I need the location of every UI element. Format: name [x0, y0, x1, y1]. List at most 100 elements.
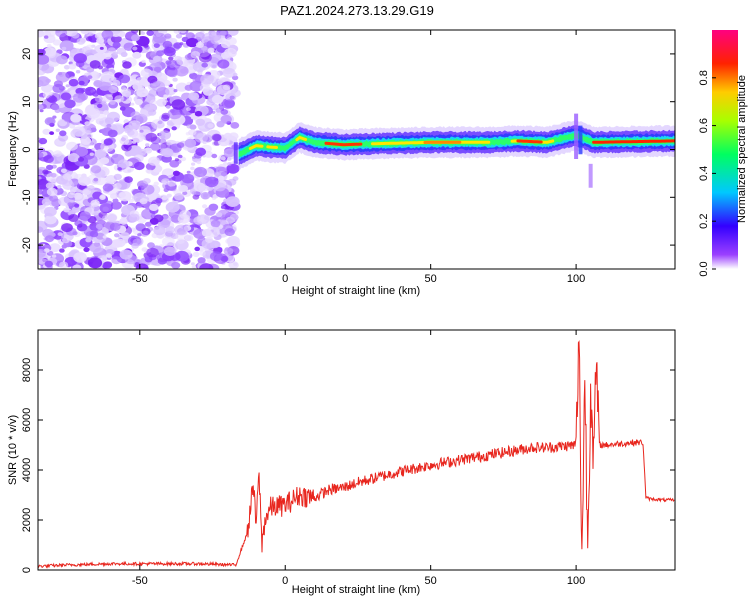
- noise-cell: [150, 142, 161, 151]
- noise-cell: [132, 51, 142, 59]
- noise-cell: [41, 30, 52, 38]
- noise-cell: [226, 157, 232, 161]
- noise-cell: [201, 62, 208, 68]
- noise-cell: [71, 32, 80, 39]
- noise-cell: [60, 168, 67, 174]
- noise-cell: [55, 30, 68, 38]
- noise-cell: [228, 261, 239, 269]
- spectrogram-x-axis-label: Height of straight line (km): [292, 285, 420, 297]
- colorbar-ticks: 0.0 0.2 0.4 0.6 0.8: [698, 70, 716, 277]
- noise-cell: [223, 148, 236, 158]
- noise-cell: [146, 30, 154, 36]
- noise-cell: [132, 238, 142, 246]
- colorbar: 0.0 0.2 0.4 0.6 0.8 Normalized spectral ampl…: [698, 30, 748, 277]
- noise-cell: [215, 212, 223, 218]
- noise-cell: [89, 152, 95, 156]
- noise-cell: [131, 30, 139, 34]
- noise-cell: [148, 70, 158, 78]
- noise-cell: [44, 117, 56, 126]
- noise-cell: [107, 129, 118, 138]
- noise-cell: [195, 147, 207, 156]
- noise-cell: [63, 207, 70, 213]
- noise-cell: [173, 30, 181, 34]
- noise-cell: [51, 254, 57, 258]
- colorbar-scale: [712, 30, 738, 269]
- noise-cell: [112, 41, 121, 49]
- noise-cell: [87, 257, 103, 269]
- noise-cell: [42, 169, 49, 175]
- signal-core: [516, 139, 543, 144]
- noise-cell: [62, 173, 72, 180]
- noise-cell: [143, 230, 149, 235]
- noise-cell: [89, 230, 99, 238]
- noise-cell: [38, 248, 46, 258]
- noise-cell: [61, 223, 73, 233]
- noise-cell: [47, 95, 58, 104]
- noise-cell: [216, 121, 225, 128]
- noise-cell: [38, 76, 50, 87]
- y-tick-label: 20: [21, 48, 33, 60]
- noise-cell: [86, 36, 93, 42]
- noise-cell: [175, 82, 188, 92]
- noise-cell: [167, 108, 182, 120]
- y-tick-label: 4000: [21, 458, 33, 482]
- noise-cell: [102, 264, 108, 269]
- noise-cell: [200, 192, 211, 200]
- signal-core: [248, 144, 264, 150]
- noise-cell: [166, 125, 172, 129]
- noise-cell: [226, 235, 240, 246]
- noise-cell: [186, 170, 191, 174]
- noise-cell: [79, 211, 91, 220]
- noise-cell: [102, 183, 114, 192]
- noise-cell: [139, 198, 148, 205]
- noise-cell: [166, 193, 172, 198]
- noise-cell: [131, 123, 138, 128]
- snr-y-axis-label: SNR (10 * v/v): [7, 415, 19, 485]
- noise-cell: [136, 76, 146, 84]
- noise-cell: [223, 247, 234, 256]
- noise-cell: [39, 109, 44, 113]
- noise-cell: [179, 30, 187, 34]
- noise-cell: [49, 131, 54, 135]
- noise-cell: [191, 162, 196, 166]
- noise-cell: [217, 175, 225, 181]
- signal-core: [266, 145, 278, 149]
- noise-cell: [86, 66, 95, 73]
- spectrogram-y-axis-label: Frequency (Hz): [7, 111, 19, 187]
- noise-cell: [55, 71, 70, 83]
- y-tick-label: 6000: [21, 408, 33, 432]
- noise-cell: [96, 37, 105, 44]
- noise-cell: [38, 226, 44, 233]
- noise-cell: [81, 47, 87, 52]
- noise-cell: [132, 46, 138, 51]
- noise-cell: [84, 121, 91, 126]
- noise-cell: [89, 60, 101, 69]
- noise-cell: [218, 225, 224, 229]
- noise-cell: [120, 88, 132, 97]
- noise-cell: [45, 235, 54, 243]
- noise-cell: [98, 81, 112, 92]
- noise-cell: [73, 53, 88, 64]
- noise-cell: [102, 206, 109, 212]
- noise-cell: [42, 128, 51, 135]
- noise-cell: [49, 243, 61, 253]
- noise-cell: [148, 156, 160, 166]
- noise-cell: [74, 203, 80, 208]
- noise-cell: [172, 170, 180, 176]
- x-tick-label: 50: [425, 575, 437, 587]
- noise-cell: [46, 172, 60, 183]
- noise-cell: [222, 67, 236, 78]
- noise-cell: [87, 185, 95, 191]
- noise-cell: [101, 229, 108, 234]
- noise-cell: [158, 130, 171, 140]
- noise-cell: [70, 114, 82, 123]
- noise-cell: [59, 85, 64, 89]
- noise-cell: [90, 199, 100, 207]
- noise-cell: [110, 239, 122, 248]
- noise-cell: [230, 122, 240, 129]
- noise-cell: [106, 111, 120, 122]
- noise-cell: [57, 232, 63, 237]
- noise-cell: [161, 178, 170, 186]
- noise-cell: [72, 92, 86, 103]
- noise-cell: [68, 214, 79, 222]
